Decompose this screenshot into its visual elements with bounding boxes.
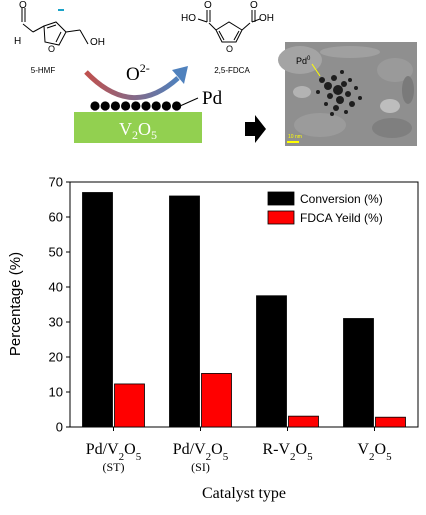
pd-particle xyxy=(110,101,120,111)
x-axis: Pd/V2O5(ST)Pd/V2O5(SI)R-V2O5 V2O5 xyxy=(86,427,392,474)
y-tick-label: 0 xyxy=(56,420,63,435)
y-axis-title: Percentage (%) xyxy=(7,252,24,356)
y-tick-label: 30 xyxy=(49,315,63,330)
legend-label: FDCA Yeild (%) xyxy=(300,211,383,225)
pd-particle xyxy=(172,101,182,111)
x-tick-sublabel: (SI) xyxy=(191,460,210,474)
tem-particle xyxy=(340,70,344,74)
tem-pointer xyxy=(311,63,321,77)
tem-scale-bar xyxy=(287,141,299,143)
tem-particle xyxy=(331,75,337,81)
hmf-o-label: O xyxy=(19,0,27,11)
hmf-molecule: O H O OH 5-HMF xyxy=(14,0,105,75)
plot-frame xyxy=(69,181,419,428)
pd-pointer-line xyxy=(179,97,199,107)
bars xyxy=(82,192,406,428)
tem-image: Pd0 10 nm xyxy=(278,42,417,146)
fdca-yield-bar xyxy=(375,416,406,428)
svg-text:O2-: O2- xyxy=(126,61,150,85)
fdca-name: 2,5-FDCA xyxy=(214,66,250,75)
conversion-arc-arrow xyxy=(84,70,180,101)
tem-pd-label: Pd0 xyxy=(296,56,311,66)
reaction-scheme: O H O OH 5-HMF O O HO OH O 2,5-FDCA O2- … xyxy=(14,0,417,146)
y-tick-label: 70 xyxy=(49,175,63,190)
conversion-bar xyxy=(82,192,113,428)
fdca-oh-label: OH xyxy=(259,13,274,24)
tem-scale-label: 10 nm xyxy=(288,134,302,140)
pd-label: Pd xyxy=(202,88,223,109)
pd-nanoparticles xyxy=(90,101,182,111)
y-tick-label: 40 xyxy=(49,280,63,295)
x-tick-label: V2O5 xyxy=(357,441,392,463)
tem-particle xyxy=(358,96,362,100)
x-tick-label: Pd/V2O5 xyxy=(173,441,229,463)
pd-particle xyxy=(151,101,161,111)
hmf-ring-o: O xyxy=(48,44,55,54)
tem-particle xyxy=(348,78,352,82)
x-tick-sublabel: (ST) xyxy=(103,460,125,474)
fdca-ho-label: HO xyxy=(181,13,196,24)
legend: Conversion (%) FDCA Yeild (%) xyxy=(267,191,383,225)
fdca-molecule: O O HO OH O 2,5-FDCA xyxy=(181,0,274,75)
y-axis: 0 10 20 30 40 50 60 70 xyxy=(49,175,70,435)
hmf-name: 5-HMF xyxy=(31,66,56,75)
legend-swatch xyxy=(267,191,295,206)
tem-particle xyxy=(345,91,351,97)
tem-particles xyxy=(316,70,362,116)
fdca-yield-bar xyxy=(201,373,232,428)
v2o5-support xyxy=(74,112,202,143)
accent-mark xyxy=(58,9,64,11)
y-tick-label: 20 xyxy=(49,350,63,365)
pd-particle xyxy=(100,101,110,111)
legend-swatch xyxy=(267,210,295,225)
fdca-yield-bar xyxy=(288,415,319,428)
hmf-oh-label: OH xyxy=(90,37,105,48)
arc-arrow-head xyxy=(172,66,188,84)
tem-particle xyxy=(324,82,332,90)
x-axis-title: Catalyst type xyxy=(202,485,286,502)
oxide-ion-label: O2- xyxy=(126,61,150,85)
legend-label: Conversion (%) xyxy=(300,192,383,206)
tem-particle xyxy=(319,77,325,83)
tem-particle xyxy=(316,90,320,94)
pd-particle xyxy=(141,101,151,111)
hmf-h-label: H xyxy=(14,36,21,47)
right-arrow-icon xyxy=(245,115,266,143)
tem-particle xyxy=(324,102,328,106)
y-tick-label: 60 xyxy=(49,210,63,225)
tem-particle xyxy=(336,96,344,104)
conversion-bar xyxy=(343,318,374,428)
x-tick-label: R-V2O5 xyxy=(262,441,313,463)
tem-particle xyxy=(354,86,358,90)
v2o5-support-label: V2O5 xyxy=(119,119,157,142)
conversion-bar xyxy=(256,295,287,428)
tem-particle xyxy=(327,93,333,99)
fdca-o-left: O xyxy=(204,0,212,11)
conversion-bar xyxy=(169,195,200,428)
tem-particle xyxy=(344,110,348,114)
tem-particle xyxy=(349,101,355,107)
fdca-yield-bar xyxy=(114,383,145,428)
pd-particle xyxy=(161,101,171,111)
fdca-o-right: O xyxy=(250,0,258,11)
pd-particle xyxy=(90,101,100,111)
pd-particle xyxy=(131,101,141,111)
y-tick-label: 50 xyxy=(49,245,63,260)
tem-particle xyxy=(330,112,334,116)
fdca-ring-o: O xyxy=(226,44,233,54)
tem-particle xyxy=(333,105,339,111)
y-tick-label: 10 xyxy=(49,385,63,400)
x-tick-label: Pd/V2O5 xyxy=(86,441,142,463)
tem-particle xyxy=(333,85,343,95)
tem-particle xyxy=(341,81,347,87)
pd-particle xyxy=(121,101,131,111)
